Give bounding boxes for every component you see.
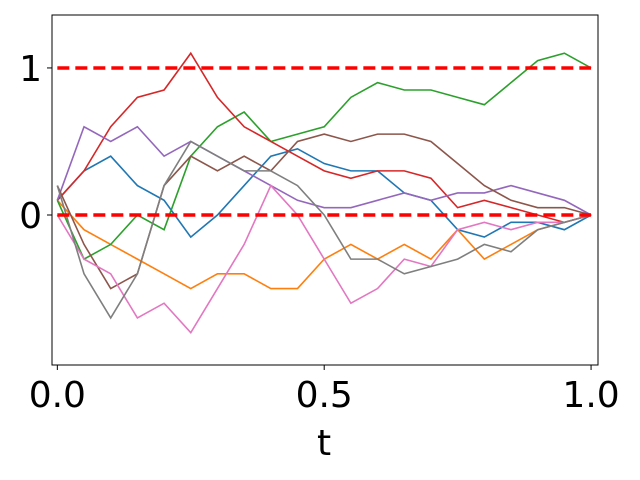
series-line bbox=[56, 133, 592, 290]
series-line bbox=[56, 51, 592, 224]
x-tick-label: 0.5 bbox=[296, 375, 353, 416]
series-line bbox=[56, 140, 592, 320]
series-line bbox=[56, 52, 592, 261]
y-tick-label: 1 bbox=[19, 49, 42, 90]
x-tick-label: 0.0 bbox=[29, 375, 86, 416]
series-line bbox=[56, 184, 592, 334]
series-line bbox=[56, 125, 592, 216]
y-tick-label: 0 bbox=[19, 196, 42, 237]
x-axis-label: t bbox=[317, 423, 331, 464]
x-tick-label: 1.0 bbox=[562, 375, 619, 416]
plot-frame bbox=[51, 14, 599, 366]
series-line bbox=[56, 147, 592, 239]
